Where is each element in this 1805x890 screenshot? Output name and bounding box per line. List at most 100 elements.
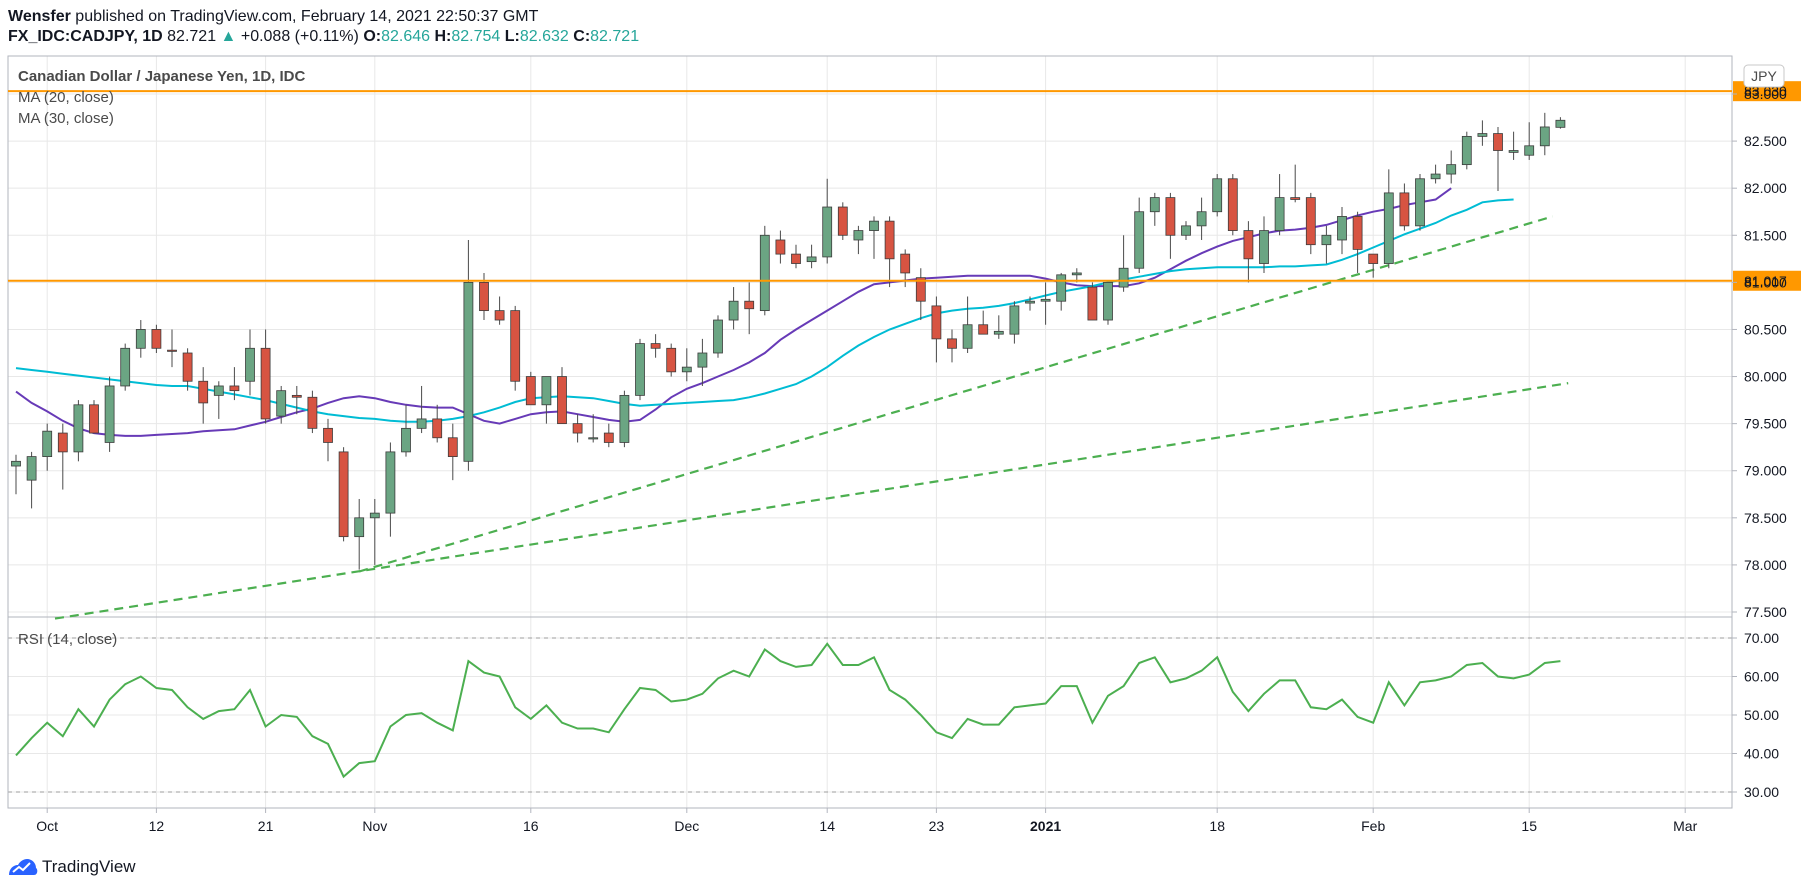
- candle[interactable]: [572, 414, 583, 443]
- candle[interactable]: [681, 348, 692, 382]
- candle[interactable]: [1508, 131, 1519, 160]
- candle[interactable]: [1415, 174, 1425, 231]
- candle[interactable]: [557, 367, 567, 425]
- candle[interactable]: [1165, 192, 1176, 259]
- candle[interactable]: [1446, 150, 1457, 184]
- candle[interactable]: [1539, 112, 1550, 156]
- candle[interactable]: [1243, 221, 1254, 283]
- candle[interactable]: [1555, 117, 1566, 129]
- candle[interactable]: [962, 296, 973, 353]
- candle[interactable]: [1103, 281, 1113, 325]
- candle[interactable]: [759, 225, 770, 316]
- candle[interactable]: [697, 338, 708, 386]
- candle[interactable]: [1493, 126, 1503, 192]
- candle[interactable]: [401, 404, 411, 457]
- candle[interactable]: [432, 404, 443, 443]
- candle[interactable]: [182, 348, 193, 391]
- candle[interactable]: [993, 315, 1004, 339]
- candle[interactable]: [947, 329, 957, 363]
- currency-badge[interactable]: JPY: [1743, 64, 1785, 88]
- candle[interactable]: [1196, 197, 1207, 240]
- candle[interactable]: [167, 329, 177, 368]
- candle[interactable]: [775, 230, 786, 264]
- candle[interactable]: [650, 334, 661, 358]
- candle[interactable]: [1259, 216, 1269, 273]
- price-axis[interactable]: 77.500 78.000 78.500 79.000 79.500 80.000 80.5…: [1732, 86, 1787, 620]
- candle[interactable]: [1399, 183, 1410, 231]
- candle[interactable]: [806, 244, 817, 269]
- candle[interactable]: [73, 400, 84, 462]
- candle[interactable]: [1181, 221, 1191, 240]
- candle[interactable]: [1337, 207, 1347, 255]
- candle[interactable]: [291, 385, 302, 415]
- candle[interactable]: [1290, 164, 1301, 203]
- candle[interactable]: [1274, 174, 1285, 236]
- candle[interactable]: [1352, 211, 1363, 273]
- candle[interactable]: [323, 418, 333, 462]
- tradingview-footer[interactable]: TradingView: [8, 857, 136, 877]
- rsi-axis[interactable]: 30.00 40.00 50.00 60.00 70.00: [1732, 630, 1779, 800]
- candle[interactable]: [915, 268, 926, 321]
- candle[interactable]: [931, 296, 942, 363]
- candle[interactable]: [541, 376, 552, 424]
- candle[interactable]: [26, 451, 37, 509]
- candle[interactable]: [1134, 197, 1145, 273]
- candle[interactable]: [1087, 282, 1098, 321]
- candle[interactable]: [416, 385, 427, 434]
- candle[interactable]: [635, 338, 645, 401]
- candle[interactable]: [1040, 282, 1051, 325]
- candle[interactable]: [245, 329, 255, 396]
- candle[interactable]: [837, 202, 848, 240]
- candle[interactable]: [1477, 120, 1488, 146]
- candle[interactable]: [1321, 225, 1332, 264]
- candle[interactable]: [884, 216, 895, 288]
- candle[interactable]: [57, 423, 68, 490]
- candle[interactable]: [463, 239, 474, 471]
- candle[interactable]: [1056, 272, 1067, 311]
- candle[interactable]: [213, 381, 224, 419]
- candle[interactable]: [494, 296, 505, 325]
- candle[interactable]: [89, 400, 99, 434]
- candle[interactable]: [1227, 174, 1238, 236]
- candle[interactable]: [525, 371, 536, 406]
- candle[interactable]: [1430, 164, 1441, 184]
- candle[interactable]: [1368, 253, 1379, 278]
- candle[interactable]: [447, 423, 458, 481]
- candle[interactable]: [1383, 169, 1394, 269]
- candle[interactable]: [260, 329, 271, 424]
- candle[interactable]: [1305, 192, 1316, 255]
- candle[interactable]: [853, 225, 864, 255]
- candle[interactable]: [822, 178, 833, 264]
- candle[interactable]: [42, 423, 53, 471]
- candle[interactable]: [369, 498, 380, 565]
- candle[interactable]: [151, 324, 162, 353]
- candle[interactable]: [276, 385, 287, 424]
- candle[interactable]: [666, 343, 677, 377]
- candle[interactable]: [713, 315, 723, 358]
- candle[interactable]: [603, 423, 614, 448]
- candle[interactable]: [307, 390, 318, 434]
- candle[interactable]: [619, 390, 630, 448]
- candle[interactable]: [104, 376, 115, 452]
- candle[interactable]: [354, 498, 365, 570]
- candle[interactable]: [385, 442, 396, 537]
- candle[interactable]: [978, 310, 989, 335]
- candle[interactable]: [1009, 301, 1020, 344]
- candle[interactable]: [728, 287, 739, 330]
- candle[interactable]: [510, 305, 521, 391]
- candle[interactable]: [1524, 122, 1535, 160]
- candle[interactable]: [791, 244, 801, 269]
- candle[interactable]: [869, 216, 879, 259]
- candle[interactable]: [338, 447, 349, 542]
- candle[interactable]: [1461, 131, 1472, 170]
- candle[interactable]: [1025, 296, 1035, 311]
- candle[interactable]: [1212, 174, 1223, 217]
- candle[interactable]: [588, 414, 599, 443]
- candle[interactable]: [1118, 235, 1129, 292]
- candle[interactable]: [198, 367, 209, 424]
- candle[interactable]: [135, 320, 146, 358]
- author-name[interactable]: Wensfer: [8, 8, 71, 25]
- candle[interactable]: [229, 367, 240, 401]
- candlesticks[interactable]: [11, 112, 1566, 570]
